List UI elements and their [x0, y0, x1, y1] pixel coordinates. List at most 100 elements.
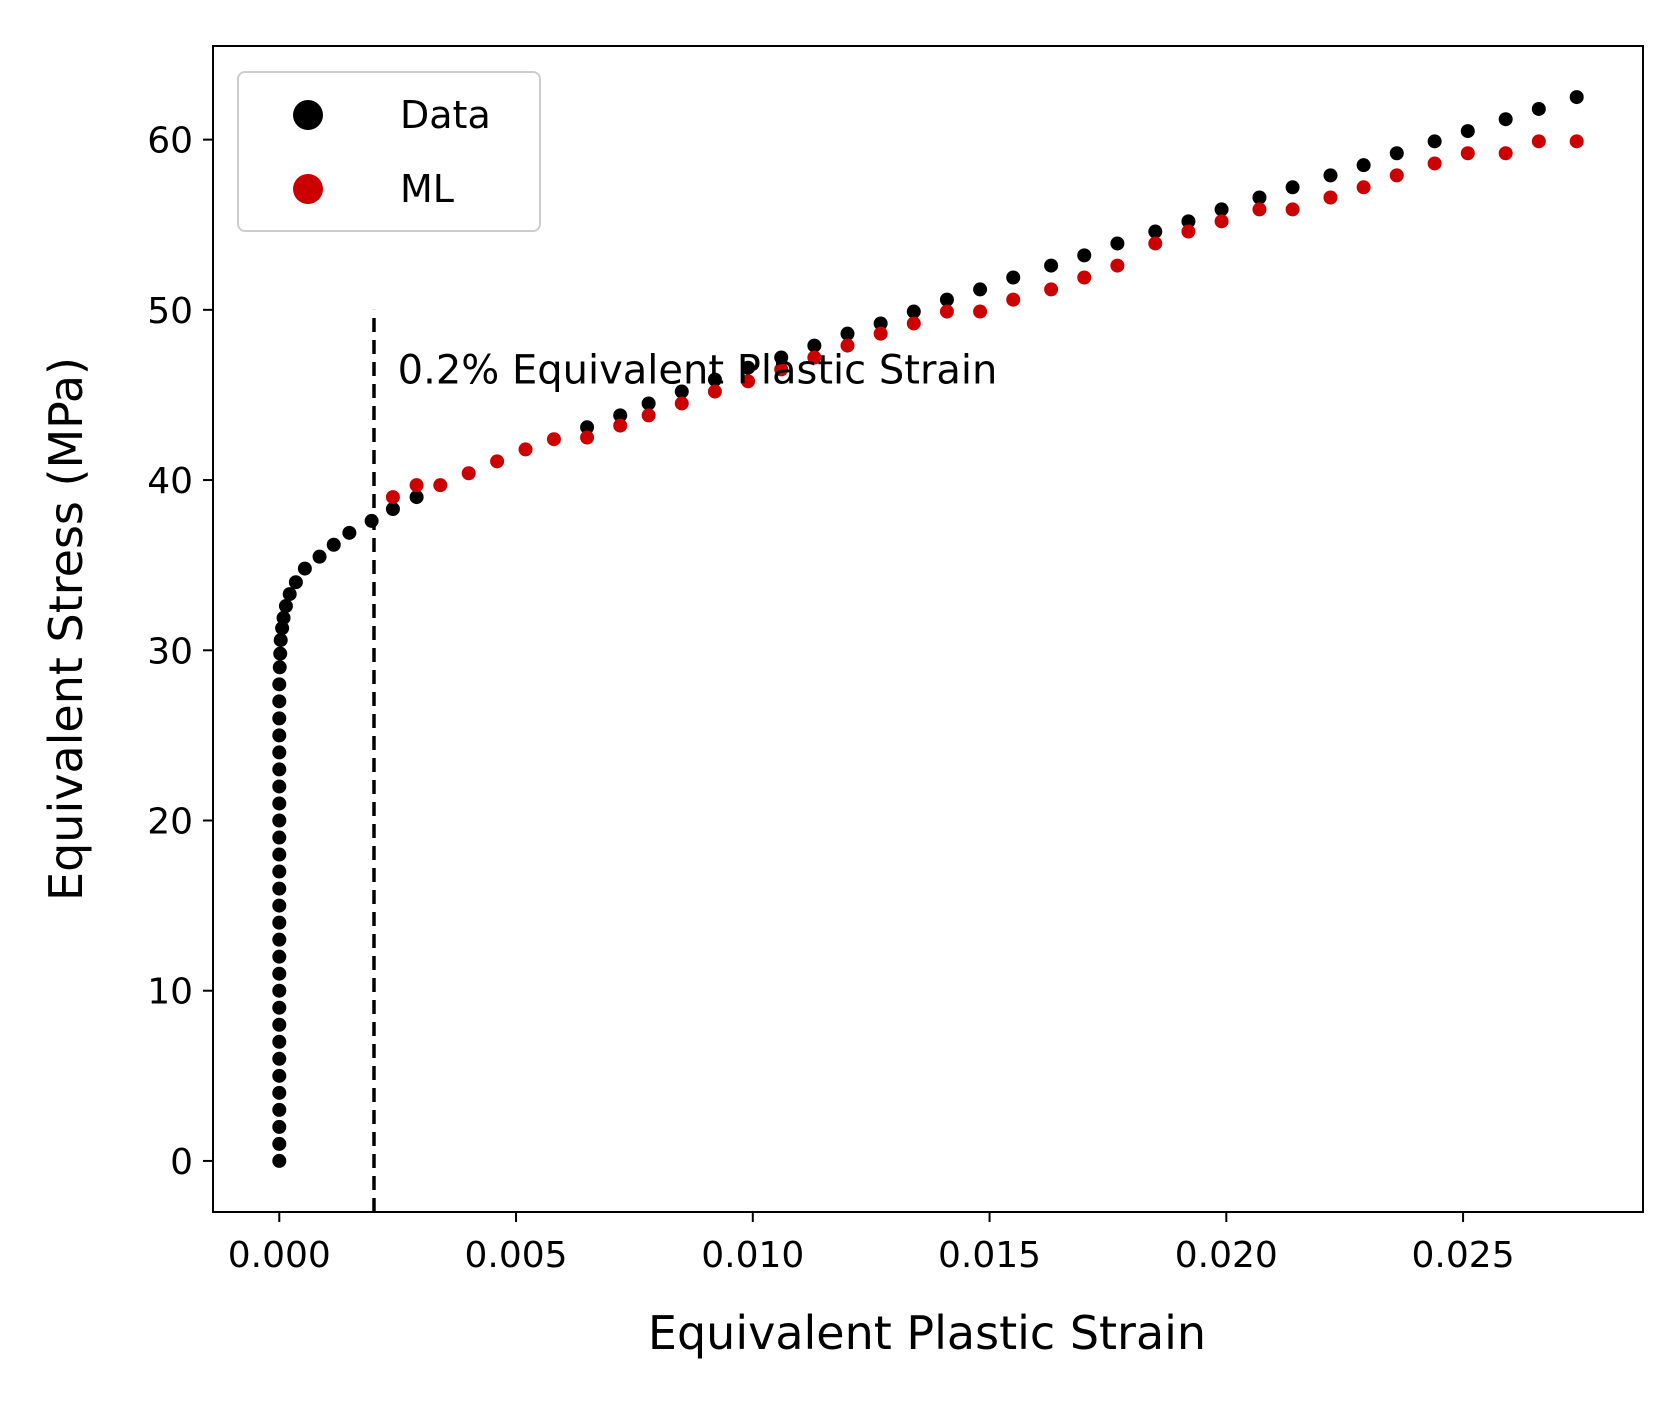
data-point-data — [1460, 124, 1475, 139]
data-point-data — [707, 372, 722, 387]
data-point-data — [272, 728, 287, 743]
data-point-ml — [774, 362, 789, 377]
data-point-data — [613, 408, 628, 423]
data-point-ml — [1252, 202, 1267, 217]
data-point-data — [272, 1085, 287, 1100]
data-point-data — [272, 915, 287, 930]
data-point-ml — [1460, 146, 1475, 161]
data-point-data — [272, 660, 287, 675]
data-point-data — [275, 621, 290, 636]
legend-frame — [237, 71, 541, 232]
y-tick-label: 0 — [170, 1142, 193, 1183]
data-point-data — [342, 525, 357, 540]
data-point-data — [272, 779, 287, 794]
x-tick-label: 0.020 — [1175, 1235, 1278, 1276]
axis-ticks: 0.000 0.005 0.010 0.015 0.020 0.025 0 10 20 30 40 5… — [147, 121, 1514, 1276]
x-tick-label: 0.005 — [465, 1235, 568, 1276]
data-point-data — [272, 1102, 287, 1117]
y-tick-label: 10 — [147, 972, 193, 1013]
data-point-ml — [490, 454, 505, 469]
data-point-data — [906, 304, 921, 319]
data-point-ml — [873, 326, 888, 341]
legend-label-ml: ML — [400, 167, 454, 211]
data-point-data — [1323, 168, 1338, 183]
y-tick-label: 50 — [147, 291, 193, 332]
data-point-data — [326, 537, 341, 552]
data-point-data — [674, 384, 689, 399]
data-point-data — [873, 316, 888, 331]
data-point-ml — [939, 304, 954, 319]
data-point-data — [741, 360, 756, 375]
data-point-ml — [1389, 168, 1404, 183]
data-point-ml — [1006, 292, 1021, 307]
data-point-ml — [1148, 236, 1163, 251]
series-ml — [385, 134, 1584, 505]
data-point-ml — [546, 432, 561, 447]
data-point-data — [1531, 101, 1546, 116]
data-point-ml — [707, 384, 722, 399]
data-point-data — [273, 633, 288, 648]
data-point-ml — [518, 442, 533, 457]
data-point-ml — [674, 396, 689, 411]
data-point-ml — [1323, 190, 1338, 205]
data-point-data — [272, 1000, 287, 1015]
data-point-ml — [613, 418, 628, 433]
data-point-data — [272, 830, 287, 845]
data-point-data — [272, 711, 287, 726]
data-point-data — [272, 762, 287, 777]
data-point-data — [272, 898, 287, 913]
x-tick-label: 0.015 — [938, 1235, 1041, 1276]
data-point-data — [272, 847, 287, 862]
legend-label-data: Data — [400, 93, 491, 137]
data-point-ml — [1110, 258, 1125, 273]
data-point-data — [1285, 180, 1300, 195]
data-point-ml — [1356, 180, 1371, 195]
data-point-data — [297, 561, 312, 576]
data-point-data — [1006, 270, 1021, 285]
legend-marker-ml — [293, 174, 323, 204]
y-tick-label: 20 — [147, 801, 193, 842]
data-point-data — [272, 932, 287, 947]
x-tick-label: 0.025 — [1412, 1235, 1515, 1276]
y-axis-title: Equivalent Stress (MPa) — [39, 357, 93, 901]
data-point-data — [1252, 190, 1267, 205]
data-point-ml — [1181, 224, 1196, 239]
plot-frame — [212, 45, 1644, 1213]
data-point-ml — [1531, 134, 1546, 149]
data-point-data — [1427, 134, 1442, 149]
data-point-data — [1356, 158, 1371, 173]
data-point-data — [1044, 258, 1059, 273]
data-point-data — [1389, 146, 1404, 161]
data-point-ml — [840, 338, 855, 353]
data-point-data — [272, 864, 287, 879]
data-point-data — [288, 575, 303, 590]
data-point-data — [272, 1051, 287, 1066]
data-point-data — [272, 745, 287, 760]
data-point-ml — [1077, 270, 1092, 285]
data-point-data — [282, 587, 297, 602]
data-point-data — [272, 694, 287, 709]
x-tick-label: 0.000 — [228, 1235, 331, 1276]
data-point-data — [272, 1068, 287, 1083]
x-axis-title: Equivalent Plastic Strain — [648, 1306, 1206, 1360]
y-tick-label: 40 — [147, 461, 193, 502]
data-point-data — [278, 599, 293, 614]
data-point-data — [1148, 224, 1163, 239]
data-point-data — [272, 1017, 287, 1032]
data-point-data — [276, 610, 291, 625]
data-point-ml — [973, 304, 988, 319]
data-point-data — [272, 983, 287, 998]
annotation-label: 0.2% Equivalent Plastic Strain — [398, 347, 998, 393]
data-point-data — [939, 292, 954, 307]
data-point-data — [385, 501, 400, 516]
data-point-ml — [433, 478, 448, 493]
data-point-data — [1569, 90, 1584, 105]
data-point-ml — [641, 408, 656, 423]
y-tick-label: 60 — [147, 121, 193, 162]
data-point-ml — [1285, 202, 1300, 217]
data-point-ml — [1569, 134, 1584, 149]
data-point-data — [1498, 112, 1513, 127]
y-tick-label: 30 — [147, 631, 193, 672]
data-point-data — [272, 881, 287, 896]
